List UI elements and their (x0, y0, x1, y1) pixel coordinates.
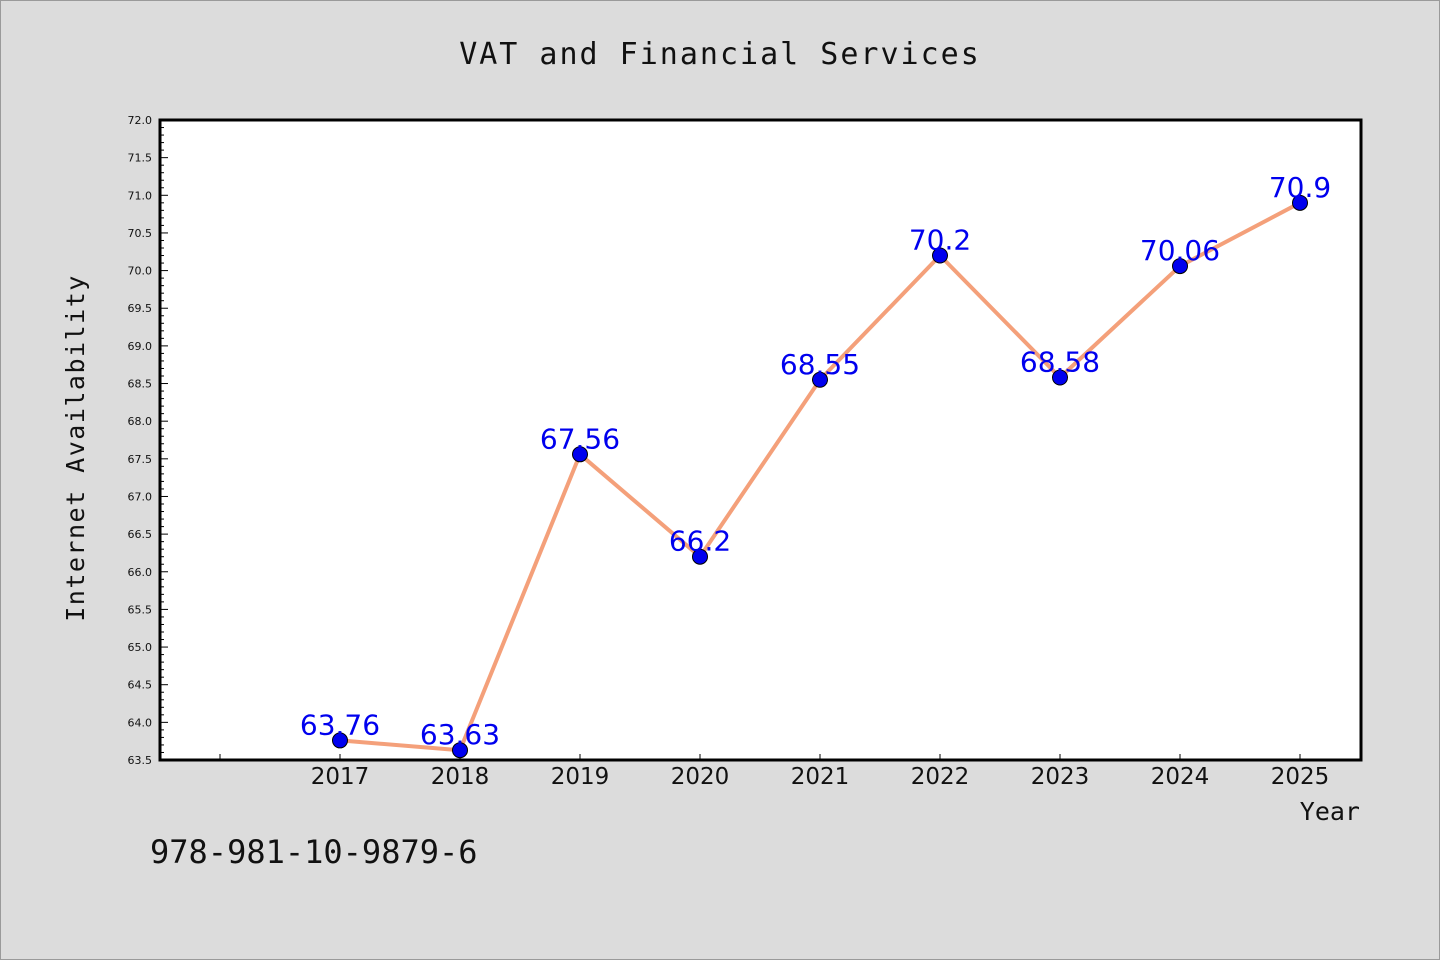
data-label: 70.9 (1269, 171, 1331, 204)
y-tick-label: 64.5 (128, 679, 153, 692)
x-tick-label: 2018 (431, 764, 490, 790)
y-tick-label: 68.5 (128, 378, 153, 391)
y-tick-label: 67.0 (128, 490, 153, 503)
x-tick-label: 2017 (311, 764, 370, 790)
data-label: 67.56 (540, 422, 620, 455)
footer-code: 978-981-10-9879-6 (150, 833, 478, 871)
y-tick-label: 70.0 (128, 265, 153, 278)
data-point (1292, 194, 1308, 211)
y-tick-label: 69.5 (128, 302, 153, 315)
y-tick-label: 68.0 (128, 415, 153, 428)
y-tick-label: 65.0 (128, 641, 153, 654)
x-tick-label: 2020 (671, 764, 730, 790)
x-tick-label: 2019 (551, 764, 610, 790)
data-labels: 63.76 63.63 67.56 66.2 68.55 70.2 68.58 70.06 70… (300, 171, 1331, 751)
y-tick-label: 65.5 (128, 603, 153, 616)
data-label: 70.06 (1140, 234, 1220, 267)
data-point (812, 371, 828, 388)
y-tick-label: 66.0 (128, 566, 153, 579)
y-tick-label: 63.5 (128, 754, 153, 767)
data-point (932, 247, 948, 264)
y-tick-label: 64.0 (128, 716, 153, 729)
x-axis: 2017 2018 2019 2020 2021 2022 2023 2024 2025 (219, 754, 1330, 790)
data-label: 63.63 (420, 718, 500, 751)
data-label: 68.58 (1020, 346, 1100, 379)
data-point (1052, 369, 1068, 386)
x-tick-label: 2024 (1151, 764, 1210, 790)
data-point (572, 446, 588, 463)
x-axis-label: Year (1300, 797, 1360, 826)
plot-area (158, 118, 1363, 762)
y-axis: 63.5 64.0 64.5 65.0 65.5 66.0 66.5 67.0 67.5 68.0… (128, 114, 168, 767)
y-tick-label: 71.5 (128, 152, 153, 165)
x-tick-label: 2021 (791, 764, 850, 790)
y-tick-label: 66.5 (128, 528, 153, 541)
data-points (332, 194, 1308, 759)
x-tick-label: 2023 (1031, 764, 1090, 790)
data-point (452, 742, 468, 759)
y-tick-label: 67.5 (128, 453, 153, 466)
data-label: 66.2 (669, 525, 731, 558)
y-tick-label: 71.0 (128, 189, 153, 202)
data-point (692, 548, 708, 565)
y-axis-label: Internet Availability (61, 274, 90, 622)
data-label: 70.2 (909, 224, 971, 257)
x-tick-label: 2022 (911, 764, 970, 790)
data-point (1172, 258, 1188, 275)
x-tick-label: 2025 (1271, 764, 1330, 790)
chart-title: VAT and Financial Services (459, 37, 981, 72)
data-label: 68.55 (780, 348, 860, 381)
data-point (332, 732, 348, 749)
y-tick-label: 69.0 (128, 340, 153, 353)
data-label: 63.76 (300, 708, 380, 741)
y-tick-label: 72.0 (128, 114, 153, 127)
y-tick-label: 70.5 (128, 227, 153, 240)
